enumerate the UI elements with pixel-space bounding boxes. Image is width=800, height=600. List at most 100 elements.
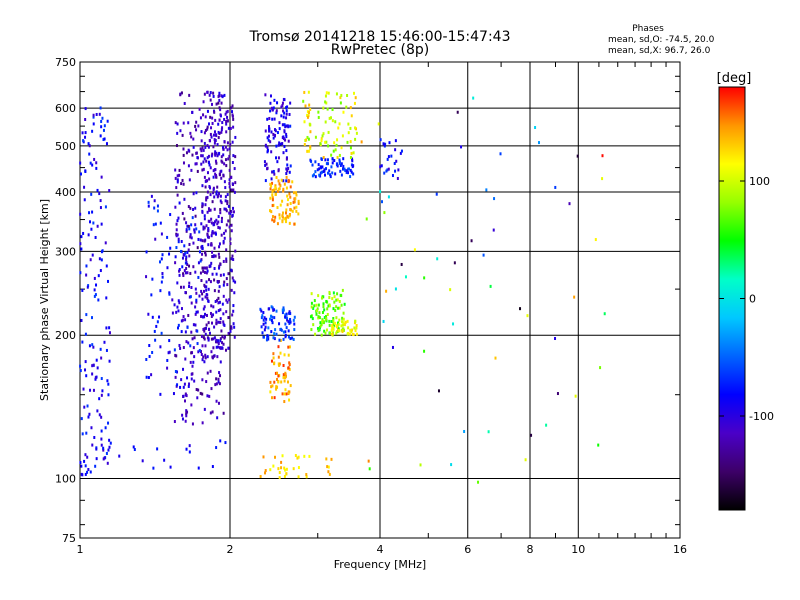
data-point bbox=[356, 333, 358, 336]
data-point bbox=[221, 102, 223, 105]
data-point bbox=[199, 349, 201, 352]
data-point bbox=[289, 171, 291, 174]
data-point bbox=[213, 326, 215, 329]
colorbar-tick-label: -100 bbox=[749, 410, 774, 423]
data-point bbox=[286, 125, 288, 128]
data-point bbox=[210, 209, 212, 212]
data-point bbox=[288, 329, 290, 332]
x-tick-label: 2 bbox=[227, 543, 234, 556]
data-point bbox=[218, 267, 220, 270]
data-point bbox=[211, 117, 213, 120]
data-point bbox=[298, 475, 300, 478]
data-point bbox=[186, 228, 188, 231]
data-point bbox=[207, 355, 209, 358]
data-point bbox=[80, 465, 82, 468]
y-tick-label: 400 bbox=[55, 186, 76, 199]
data-point bbox=[82, 432, 84, 435]
data-point bbox=[228, 298, 230, 301]
data-point bbox=[201, 344, 203, 347]
data-point bbox=[321, 158, 323, 161]
data-point bbox=[554, 186, 556, 189]
data-point bbox=[268, 307, 270, 310]
data-point bbox=[329, 324, 331, 327]
data-point bbox=[234, 136, 236, 139]
data-point bbox=[107, 120, 109, 123]
data-point bbox=[225, 130, 227, 133]
data-point bbox=[206, 179, 208, 182]
data-point bbox=[93, 114, 95, 117]
data-point bbox=[332, 158, 334, 161]
data-point bbox=[366, 217, 368, 220]
data-point bbox=[350, 140, 352, 143]
data-point bbox=[88, 233, 90, 236]
data-point bbox=[336, 138, 338, 141]
data-point bbox=[270, 94, 272, 97]
data-point bbox=[94, 288, 96, 291]
data-point bbox=[283, 364, 285, 367]
data-point bbox=[212, 230, 214, 233]
data-point bbox=[361, 140, 363, 143]
data-point bbox=[327, 313, 329, 316]
data-point bbox=[183, 244, 185, 247]
data-point bbox=[267, 150, 269, 153]
data-point bbox=[267, 326, 269, 329]
data-point bbox=[194, 125, 196, 128]
data-point bbox=[182, 274, 184, 277]
data-point bbox=[219, 339, 221, 342]
data-point bbox=[105, 326, 107, 329]
data-point bbox=[216, 400, 218, 403]
data-point bbox=[88, 211, 90, 214]
data-point bbox=[205, 115, 207, 118]
data-point bbox=[216, 222, 218, 225]
data-point bbox=[190, 351, 192, 354]
data-point bbox=[277, 169, 279, 172]
data-point bbox=[89, 389, 91, 392]
data-point bbox=[219, 321, 221, 324]
data-point bbox=[322, 305, 324, 308]
data-point bbox=[385, 290, 387, 293]
data-point bbox=[210, 370, 212, 373]
data-point bbox=[280, 143, 282, 146]
data-point bbox=[214, 336, 216, 339]
data-point bbox=[284, 380, 286, 383]
data-point bbox=[96, 409, 98, 412]
data-point bbox=[220, 360, 222, 363]
data-point bbox=[80, 235, 82, 238]
data-point bbox=[194, 305, 196, 308]
data-point bbox=[270, 130, 272, 133]
data-point bbox=[331, 171, 333, 174]
data-point bbox=[180, 182, 182, 185]
data-point bbox=[214, 247, 216, 250]
data-point bbox=[331, 333, 333, 336]
data-point bbox=[201, 267, 203, 270]
data-point bbox=[262, 455, 264, 458]
data-point bbox=[277, 206, 279, 209]
data-point bbox=[340, 324, 342, 327]
data-point bbox=[175, 246, 177, 249]
data-point bbox=[206, 394, 208, 397]
data-point bbox=[347, 320, 349, 323]
data-point bbox=[232, 207, 234, 210]
data-point bbox=[329, 304, 331, 307]
data-point bbox=[284, 392, 286, 395]
data-point bbox=[210, 166, 212, 169]
data-point bbox=[205, 356, 207, 359]
data-point bbox=[227, 347, 229, 350]
data-point bbox=[276, 101, 278, 104]
data-point bbox=[273, 316, 275, 319]
data-point bbox=[356, 324, 358, 327]
data-point bbox=[190, 295, 192, 298]
data-point bbox=[208, 278, 210, 281]
data-point bbox=[231, 229, 233, 232]
data-point bbox=[161, 257, 163, 260]
data-point bbox=[269, 197, 271, 200]
data-point bbox=[312, 323, 314, 326]
data-point bbox=[265, 179, 267, 182]
data-point bbox=[449, 288, 451, 291]
data-point bbox=[97, 225, 99, 228]
data-point bbox=[289, 214, 291, 217]
data-point bbox=[81, 289, 83, 292]
data-point bbox=[174, 348, 176, 351]
data-point bbox=[221, 126, 223, 129]
data-point bbox=[168, 339, 170, 342]
